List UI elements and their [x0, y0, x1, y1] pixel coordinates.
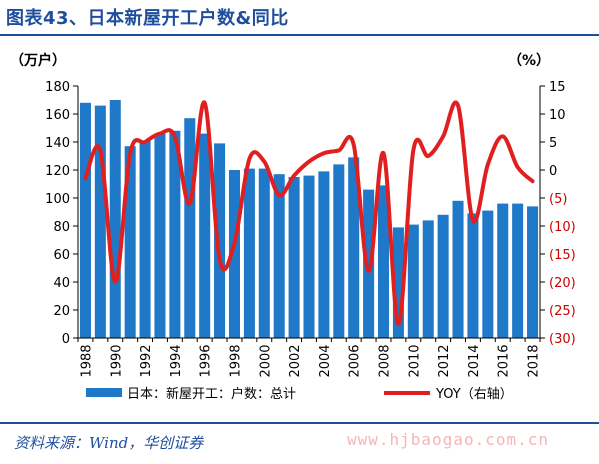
bar-1997 [214, 143, 226, 338]
x-tick-label: 1996 [199, 344, 214, 377]
bar-2002 [288, 177, 300, 338]
bar-1988 [79, 102, 91, 338]
bar-2017 [512, 203, 524, 338]
yoy-line-series [83, 100, 535, 327]
bar-1999 [243, 168, 255, 338]
legend-bar-swatch [86, 388, 122, 397]
left-tick-label: 0 [62, 332, 70, 347]
right-tick-label: (25) [549, 304, 576, 319]
title-divider [0, 34, 599, 36]
bar-1991 [124, 146, 136, 338]
x-axis: 1988 1990 1992 1994 1996 1998 2000 2002 2004 2006… [77, 337, 542, 378]
bar-1996 [199, 133, 211, 338]
bar-2011 [422, 220, 434, 338]
right-tick-label: (5) [549, 192, 567, 207]
right-tick-label: (20) [549, 276, 576, 291]
left-tick-label: 100 [45, 192, 70, 207]
right-axis-unit: （%） [508, 53, 550, 69]
housing-starts-chart: （万户） （%） 1988 1990 1992 1994 1996 1998 2000 200… [10, 52, 576, 402]
x-tick-label: 2012 [437, 344, 452, 377]
bar-1995 [184, 118, 196, 338]
left-tick-label: 160 [45, 108, 70, 123]
bar-2008 [378, 185, 390, 338]
bar-2015 [482, 210, 494, 338]
legend-bar-label: 日本：新屋开工：户数：总计 [127, 386, 296, 402]
left-axis-unit: （万户） [10, 52, 66, 69]
right-tick-label: (10) [549, 220, 576, 235]
bar-2009 [392, 227, 404, 338]
bar-2014 [467, 213, 479, 338]
bar-series [79, 100, 539, 338]
left-y-axis: 0 20 40 60 80 100 120 140 160 180 [45, 80, 79, 347]
left-tick-label: 140 [45, 136, 70, 151]
bar-2013 [452, 200, 464, 338]
bar-2018 [527, 206, 539, 338]
bar-2016 [497, 203, 509, 338]
x-tick-label: 2008 [378, 344, 393, 377]
left-tick-label: 80 [53, 220, 70, 235]
bar-2010 [407, 224, 419, 338]
right-y-axis: 15 10 5 0 (5) (10) (15) (20) (25) (30) [539, 80, 576, 347]
legend-line-label: YOY（右轴） [435, 387, 513, 402]
right-tick-label: (15) [549, 248, 576, 263]
bar-2005 [333, 164, 345, 338]
right-tick-label: (30) [549, 332, 576, 347]
yoy-line [83, 100, 535, 327]
bar-2001 [273, 174, 285, 338]
left-tick-label: 20 [53, 304, 70, 319]
x-tick-label: 1990 [109, 344, 124, 377]
bar-1993 [154, 133, 166, 338]
bar-1994 [169, 130, 181, 338]
right-tick-label: 0 [549, 164, 557, 179]
bar-1998 [228, 170, 240, 338]
x-tick-label: 1988 [79, 344, 94, 377]
right-tick-label: 10 [549, 108, 566, 123]
watermark: www.hjbaogao.com.cn [347, 430, 550, 449]
left-tick-label: 120 [45, 164, 70, 179]
legend: 日本：新屋开工：户数：总计 YOY（右轴） [86, 386, 513, 402]
source-note: 资料来源：Wind，华创证券 [14, 434, 204, 452]
x-tick-label: 2002 [288, 344, 303, 377]
bar-2012 [437, 214, 449, 338]
left-tick-label: 180 [45, 80, 70, 95]
footer-divider [0, 422, 599, 424]
x-tick-label: 2000 [258, 344, 273, 377]
bar-2003 [303, 175, 315, 338]
right-tick-label: 5 [549, 136, 557, 151]
x-tick-label: 2014 [467, 344, 482, 377]
bar-2004 [318, 171, 330, 338]
x-tick-label: 1994 [169, 344, 184, 377]
left-tick-label: 60 [53, 248, 70, 263]
bar-1990 [109, 100, 121, 338]
bar-1992 [139, 140, 151, 338]
left-tick-label: 40 [53, 276, 70, 291]
x-tick-label: 2006 [348, 344, 363, 377]
x-tick-label: 2004 [318, 344, 333, 377]
x-tick-label: 2018 [527, 344, 542, 377]
chart-title: 图表43、日本新屋开工户数&同比 [6, 8, 289, 29]
right-tick-label: 15 [549, 80, 566, 95]
x-tick-label: 2010 [407, 344, 422, 377]
bar-2000 [258, 168, 270, 338]
bar-1989 [94, 105, 106, 338]
x-tick-label: 1998 [228, 344, 243, 377]
bar-2006 [348, 157, 360, 338]
bar-2007 [363, 189, 375, 338]
x-tick-label: 2016 [497, 344, 512, 377]
x-tick-label: 1992 [139, 344, 154, 377]
